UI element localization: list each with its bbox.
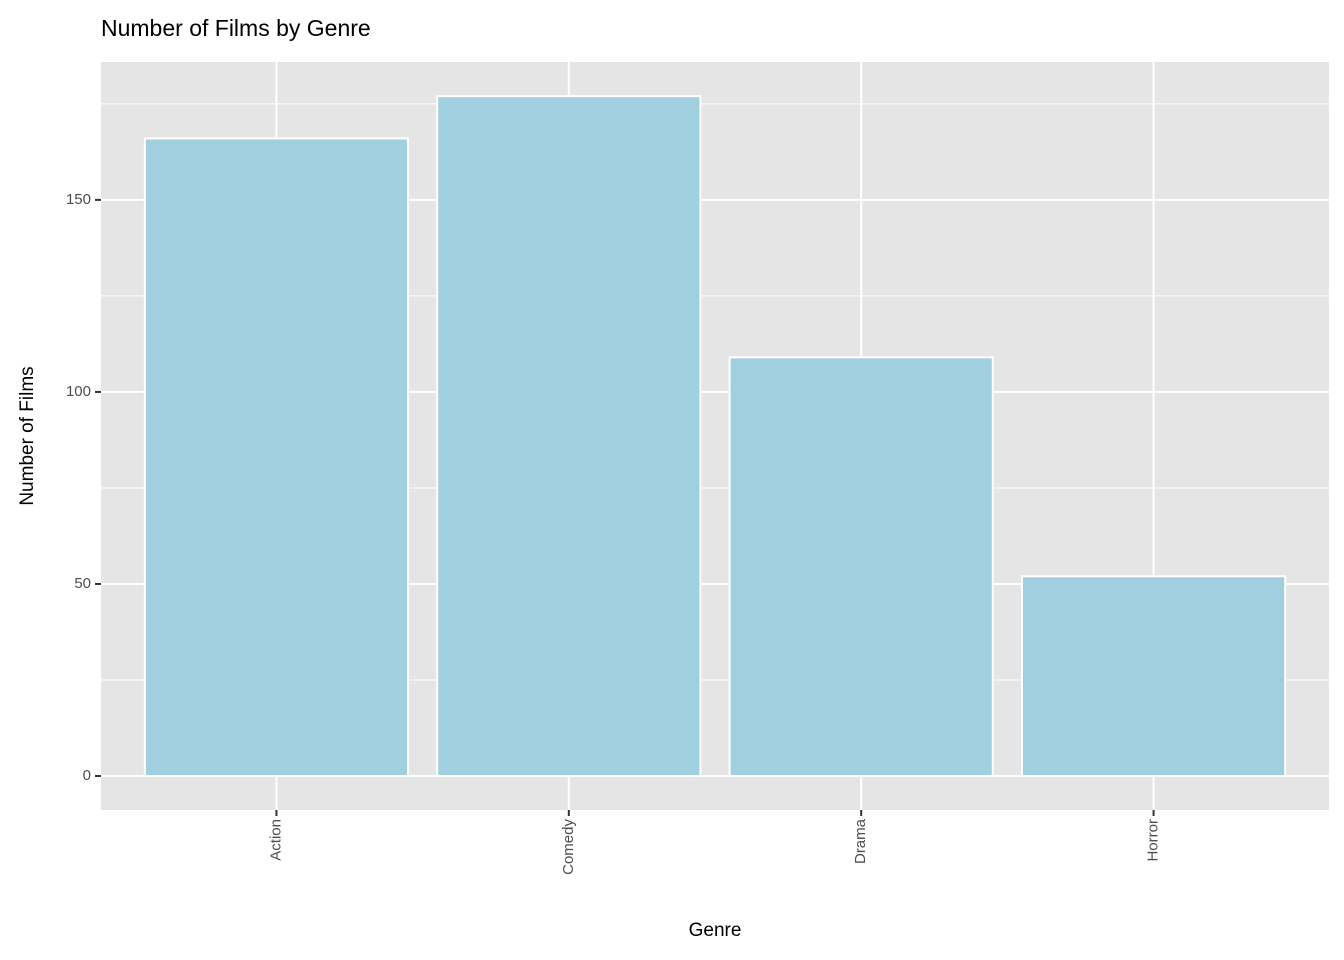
bar (143, 137, 409, 778)
x-tick-label: Action (267, 819, 284, 861)
chart-title: Number of Films by Genre (101, 15, 371, 41)
bars (143, 95, 1287, 778)
bar (436, 95, 702, 778)
y-axis-title: Number of Films (17, 366, 38, 505)
x-tick-label: Horror (1145, 819, 1162, 862)
x-tick-label: Comedy (560, 819, 577, 875)
y-tick-label: 100 (66, 383, 91, 400)
y-tick-label: 50 (74, 575, 91, 592)
x-axis-title: Genre (689, 920, 742, 941)
y-tick-label: 0 (83, 767, 91, 784)
y-tick-label: 150 (66, 191, 91, 208)
bar (1021, 575, 1287, 778)
x-tick-label: Drama (852, 818, 869, 864)
bar (728, 356, 994, 778)
